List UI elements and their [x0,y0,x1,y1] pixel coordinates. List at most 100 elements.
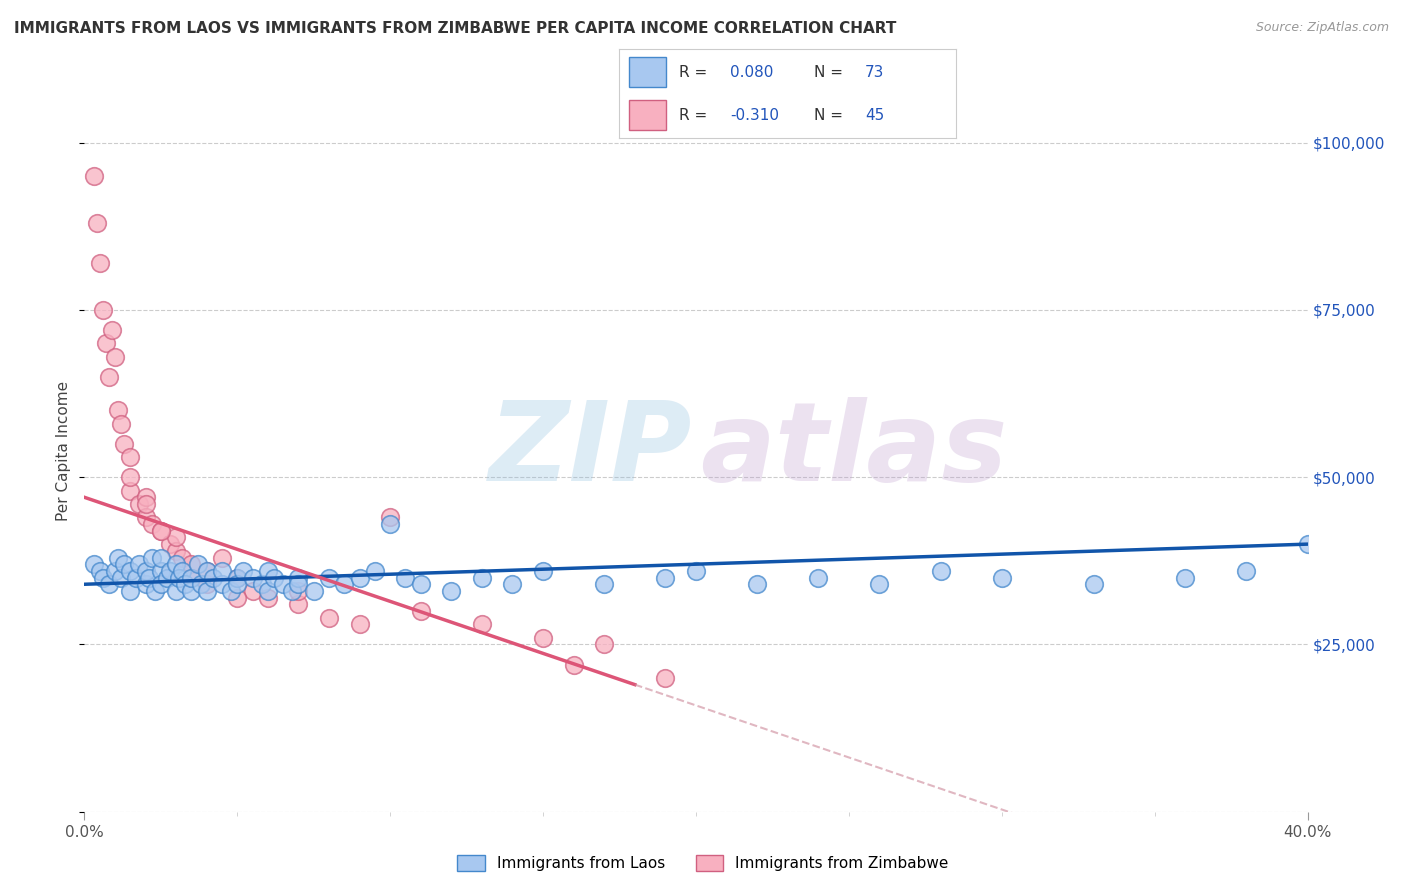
FancyBboxPatch shape [628,100,666,130]
Point [242,571,264,585]
Point [195,577,218,591]
Point [1174,571,1197,585]
FancyBboxPatch shape [628,57,666,87]
Point [440,584,463,599]
Text: ZIP: ZIP [489,397,692,504]
Point [287,584,309,599]
Point [211,550,233,565]
Point [593,577,616,591]
Point [180,571,202,585]
Text: N =: N = [814,65,848,79]
Point [180,557,202,572]
Point [263,571,285,585]
Point [471,571,494,585]
Point [94,336,117,351]
Point [120,584,142,599]
Point [104,350,127,364]
Point [257,564,280,578]
Point [287,598,309,612]
Text: 0.080: 0.080 [730,65,773,79]
Point [394,571,416,585]
Point [250,577,273,591]
Point [302,584,325,599]
Point [91,303,114,318]
Point [654,571,676,585]
Text: IMMIGRANTS FROM LAOS VS IMMIGRANTS FROM ZIMBABWE PER CAPITA INCOME CORRELATION C: IMMIGRANTS FROM LAOS VS IMMIGRANTS FROM … [14,21,897,36]
Point [143,584,166,599]
Point [149,524,172,538]
Point [471,617,494,632]
Point [1296,537,1319,551]
Point [318,571,340,585]
Point [211,577,233,591]
Point [120,450,142,464]
Point [156,571,179,585]
Point [125,571,148,585]
Point [135,510,157,524]
Point [165,530,187,544]
Point [110,571,132,585]
Point [165,557,187,572]
Legend: Immigrants from Laos, Immigrants from Zimbabwe: Immigrants from Laos, Immigrants from Zi… [451,849,955,877]
Point [226,577,249,591]
Point [409,577,432,591]
Point [159,564,181,578]
Text: 73: 73 [865,65,884,79]
Point [107,403,129,417]
Point [807,571,830,585]
Point [685,564,707,578]
Point [128,557,150,572]
Point [149,577,172,591]
Point [195,584,218,599]
Point [380,517,402,532]
Point [333,577,356,591]
Point [654,671,676,685]
Point [409,604,432,618]
Text: R =: R = [679,108,713,122]
Point [89,564,111,578]
Point [593,637,616,651]
Text: 45: 45 [865,108,884,122]
Point [869,577,891,591]
Point [531,564,554,578]
Point [174,577,197,591]
Point [135,564,157,578]
Point [232,564,254,578]
Point [149,564,172,578]
Point [226,571,249,585]
Text: Source: ZipAtlas.com: Source: ZipAtlas.com [1256,21,1389,34]
Point [991,571,1014,585]
Point [165,543,187,558]
Point [172,564,194,578]
Point [349,571,371,585]
Point [86,216,108,230]
Point [281,584,304,599]
Point [110,417,132,431]
Point [141,517,163,532]
Point [257,584,280,599]
Point [120,483,142,498]
Point [107,550,129,565]
Point [135,497,157,511]
Point [138,571,160,585]
Point [531,631,554,645]
Point [349,617,371,632]
Point [97,369,120,384]
Point [167,571,190,585]
Point [287,577,309,591]
Point [271,577,294,591]
Point [120,564,142,578]
Point [172,550,194,565]
Point [242,584,264,599]
Point [128,497,150,511]
Point [149,524,172,538]
Point [149,550,172,565]
Point [190,577,212,591]
Point [135,491,157,505]
Point [83,169,105,184]
Point [226,571,249,585]
Point [747,577,769,591]
Point [562,657,585,672]
Point [380,510,402,524]
Text: -0.310: -0.310 [730,108,779,122]
